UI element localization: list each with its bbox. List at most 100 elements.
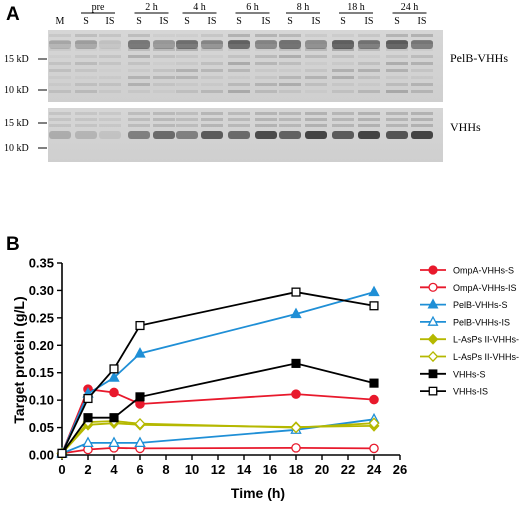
top-gel-band: [386, 34, 408, 37]
data-point: [82, 436, 94, 448]
top-gel-band: [49, 48, 71, 51]
bottom-gel-main-band: [49, 131, 71, 139]
x-tick-label: 8: [162, 462, 169, 477]
chart-axes: 0 2 4 6 8 10 12 14 16 18 20 22 24 260.000.050.100.150…: [29, 256, 408, 478]
top-gel-band: [358, 83, 380, 86]
top-gel-band: [411, 83, 433, 86]
top-gel-band: [386, 69, 408, 72]
series-line: [61, 446, 375, 455]
bottom-gel-band: [411, 124, 433, 127]
lane-label: IS: [312, 16, 321, 27]
top-gel-band: [332, 83, 354, 86]
top-gel-band: [228, 76, 250, 79]
bottom-gel-main-band: [386, 131, 408, 139]
top-gel-band: [201, 55, 223, 58]
top-gel-band: [255, 76, 277, 79]
lane-label: S: [236, 16, 242, 27]
top-gel-band: [305, 41, 327, 44]
top-gel-band: [228, 83, 250, 86]
top-gel-band: [255, 90, 277, 93]
legend-item: VHHs-S: [420, 369, 486, 379]
top-gel-band: [201, 83, 223, 86]
x-axis-title: Time (h): [231, 485, 285, 501]
top-gel-band: [255, 69, 277, 72]
top-gel-band: [128, 83, 150, 86]
top-gel-band: [153, 34, 175, 37]
bottom-gel-main-band: [128, 131, 150, 139]
data-point: [291, 358, 301, 368]
top-gel-band: [332, 76, 354, 79]
pelb-vhhs-gel-label: PelB-VHHs: [450, 51, 508, 65]
top-gel-band: [99, 48, 121, 51]
top-gel-main-band: [411, 40, 433, 49]
top-gel-band: [176, 55, 198, 58]
series-line: [61, 420, 375, 454]
data-point: [134, 436, 146, 448]
top-gel-main-band: [358, 40, 380, 49]
series-VHHs-IS: [57, 287, 379, 458]
top-gel-band: [99, 76, 121, 79]
legend-item: L-AsPs II-VHHs-S: [420, 333, 519, 345]
x-tick-label: 22: [341, 462, 355, 477]
bottom-gel-band: [128, 118, 150, 121]
top-gel-band: [201, 62, 223, 65]
bottom-marker-10kd: 10 kD: [4, 143, 29, 154]
data-point: [291, 443, 301, 453]
top-gel-bands: [49, 34, 433, 93]
bottom-gel-main-band: [279, 131, 301, 139]
vhhs-gel-label: VHHs: [450, 120, 481, 134]
top-gel-band: [153, 90, 175, 93]
bottom-gel-band: [305, 112, 327, 115]
top-gel-band: [99, 41, 121, 44]
top-gel-band: [128, 55, 150, 58]
timepoint-label: 2 h: [145, 2, 158, 13]
top-gel-band: [99, 90, 121, 93]
bottom-gel-band: [75, 112, 97, 115]
data-point: [369, 301, 379, 311]
top-gel-band: [153, 48, 175, 51]
legend-marker: [428, 265, 438, 275]
top-gel-band: [411, 69, 433, 72]
bottom-gel-main-band: [201, 131, 223, 139]
x-tick-label: 4: [110, 462, 118, 477]
top-gel-band: [358, 62, 380, 65]
top-gel-band: [128, 34, 150, 37]
top-gel-band: [49, 41, 71, 44]
top-gel-band: [305, 62, 327, 65]
top-gel-main-band: [75, 40, 97, 49]
top-gel-band: [75, 83, 97, 86]
top-gel-band: [99, 69, 121, 72]
top-gel-main-band: [279, 40, 301, 49]
top-gel-band: [75, 34, 97, 37]
top-gel-band: [332, 34, 354, 37]
bottom-gel-band: [153, 112, 175, 115]
top-gel-band: [49, 69, 71, 72]
top-gel-band: [75, 41, 97, 44]
data-point: [109, 364, 119, 374]
top-gel-band: [386, 90, 408, 93]
top-gel-band: [75, 62, 97, 65]
legend-label: OmpA-VHHs-S: [453, 266, 514, 276]
top-gel-band: [255, 83, 277, 86]
bottom-gel-band: [411, 112, 433, 115]
top-gel-band: [228, 62, 250, 65]
top-gel-band: [358, 55, 380, 58]
top-gel-band: [201, 34, 223, 37]
legend-item: L-AsPs II-VHHs-IS: [420, 350, 519, 363]
top-gel-band: [153, 83, 175, 86]
top-gel-band: [75, 55, 97, 58]
top-gel-band: [411, 62, 433, 65]
top-gel-band: [305, 69, 327, 72]
legend-marker: [427, 350, 439, 363]
top-gel-band: [332, 62, 354, 65]
x-tick-label: 14: [237, 462, 252, 477]
legend-label: VHHs-S: [453, 369, 486, 379]
lane-label: S: [340, 16, 346, 27]
data-point: [57, 448, 67, 458]
bottom-gel-main-band: [75, 131, 97, 139]
bottom-gel-band: [49, 118, 71, 121]
top-gel-band: [201, 90, 223, 93]
bottom-gel-main-band: [411, 131, 433, 139]
top-gel-band: [279, 69, 301, 72]
top-gel-band: [332, 55, 354, 58]
